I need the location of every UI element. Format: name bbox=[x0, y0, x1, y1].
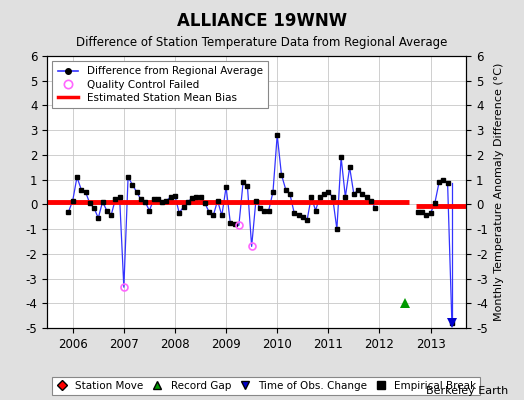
Text: Difference of Station Temperature Data from Regional Average: Difference of Station Temperature Data f… bbox=[77, 36, 447, 49]
Y-axis label: Monthly Temperature Anomaly Difference (°C): Monthly Temperature Anomaly Difference (… bbox=[494, 63, 504, 321]
Text: ALLIANCE 19WNW: ALLIANCE 19WNW bbox=[177, 12, 347, 30]
Text: Berkeley Earth: Berkeley Earth bbox=[426, 386, 508, 396]
Legend: Station Move, Record Gap, Time of Obs. Change, Empirical Break: Station Move, Record Gap, Time of Obs. C… bbox=[52, 377, 481, 395]
